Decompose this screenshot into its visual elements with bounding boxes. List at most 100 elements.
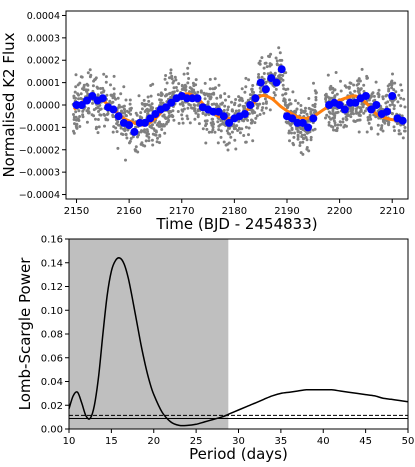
binned-flux-point <box>383 107 391 116</box>
raw-flux-point <box>283 103 287 106</box>
raw-flux-point <box>186 72 190 76</box>
raw-flux-point <box>247 133 250 137</box>
raw-flux-point <box>264 81 268 85</box>
raw-flux-point <box>186 106 190 110</box>
raw-flux-point <box>163 115 167 119</box>
binned-flux-point <box>219 112 228 121</box>
raw-flux-point <box>143 104 147 108</box>
raw-flux-point <box>345 124 348 128</box>
raw-flux-point <box>216 120 220 124</box>
raw-flux-point <box>336 110 340 114</box>
raw-flux-point <box>258 86 262 90</box>
raw-flux-point <box>309 138 313 142</box>
raw-flux-point <box>282 97 286 101</box>
raw-flux-point <box>73 122 76 126</box>
raw-flux-point <box>339 79 342 83</box>
raw-flux-point <box>217 83 221 87</box>
raw-flux-point <box>290 128 294 131</box>
raw-flux-point <box>221 101 224 105</box>
raw-flux-point <box>215 102 219 106</box>
lightcurve-x-ticks: 2150 2160 2170 2180 2190 2200 2210 <box>64 199 405 217</box>
raw-flux-point <box>161 124 165 128</box>
raw-flux-point <box>262 72 266 75</box>
raw-flux-point <box>227 113 231 116</box>
raw-flux-point <box>305 138 309 142</box>
raw-flux-point <box>217 124 221 128</box>
raw-flux-point <box>291 90 295 94</box>
raw-flux-point <box>280 58 284 62</box>
y-tick-label: −0.0002 <box>19 145 60 156</box>
raw-flux-point <box>381 118 385 122</box>
raw-flux-point <box>86 92 90 96</box>
raw-flux-point <box>237 126 241 130</box>
binned-flux-point <box>351 98 360 107</box>
raw-flux-point <box>72 113 75 116</box>
raw-flux-point <box>74 124 78 128</box>
raw-flux-point <box>267 54 270 58</box>
raw-flux-point <box>251 109 255 113</box>
binned-flux-point <box>240 110 249 118</box>
raw-flux-point <box>158 133 162 137</box>
raw-flux-point <box>255 114 259 118</box>
periodogram-y-ticks: 0.00 0.02 0.04 0.06 0.08 0.10 0.12 0.14 0.16 <box>41 235 69 436</box>
raw-flux-point <box>100 91 103 95</box>
raw-flux-point <box>313 105 317 109</box>
raw-flux-point <box>244 140 248 144</box>
binned-flux-point <box>304 123 312 132</box>
raw-flux-point <box>175 89 179 93</box>
raw-flux-point <box>391 102 394 106</box>
raw-flux-point <box>205 92 209 96</box>
raw-flux-point <box>155 140 159 144</box>
raw-flux-point <box>87 110 90 113</box>
raw-flux-point <box>257 75 261 79</box>
binned-flux-point <box>361 92 370 100</box>
raw-flux-point <box>326 73 330 77</box>
raw-flux-point <box>394 90 398 94</box>
x-tick-label: 10 <box>63 436 76 447</box>
raw-flux-point <box>122 107 126 111</box>
raw-flux-point <box>111 130 115 134</box>
raw-flux-point <box>299 127 303 131</box>
raw-flux-point <box>210 92 213 96</box>
binned-flux-point <box>398 116 407 125</box>
raw-flux-point <box>109 83 112 87</box>
raw-flux-point <box>243 90 247 94</box>
y-tick-label: 0.02 <box>41 401 63 412</box>
raw-flux-point <box>172 86 176 90</box>
raw-flux-point <box>247 78 251 82</box>
raw-flux-point <box>250 118 253 122</box>
raw-flux-point <box>181 121 185 125</box>
raw-flux-point <box>88 68 92 72</box>
raw-flux-point <box>159 122 163 126</box>
binned-flux-point <box>225 118 234 127</box>
raw-flux-point <box>335 126 339 130</box>
raw-flux-point <box>164 74 168 77</box>
raw-flux-point <box>94 127 98 131</box>
raw-flux-point <box>158 98 162 102</box>
raw-flux-point <box>309 135 313 139</box>
raw-flux-point <box>299 104 303 107</box>
y-tick-label: 0.08 <box>41 330 63 341</box>
raw-flux-point <box>233 103 236 107</box>
raw-flux-point <box>74 85 78 89</box>
raw-flux-point <box>79 92 83 96</box>
raw-flux-point <box>96 118 100 121</box>
raw-flux-point <box>72 115 76 119</box>
raw-flux-point <box>80 75 84 79</box>
raw-flux-point <box>397 132 401 136</box>
raw-flux-point <box>333 116 336 120</box>
raw-flux-point <box>299 130 303 134</box>
raw-flux-point <box>174 78 178 82</box>
raw-flux-point <box>347 85 351 89</box>
raw-flux-point <box>169 68 173 72</box>
raw-flux-point <box>303 133 307 137</box>
raw-flux-point <box>217 128 221 132</box>
raw-flux-point <box>141 143 145 147</box>
raw-flux-point <box>251 90 255 94</box>
raw-flux-point <box>285 121 289 125</box>
raw-flux-point <box>243 117 247 121</box>
raw-flux-point <box>312 81 315 85</box>
raw-flux-point <box>360 67 364 71</box>
raw-flux-point <box>205 119 209 123</box>
raw-flux-point <box>104 75 108 79</box>
